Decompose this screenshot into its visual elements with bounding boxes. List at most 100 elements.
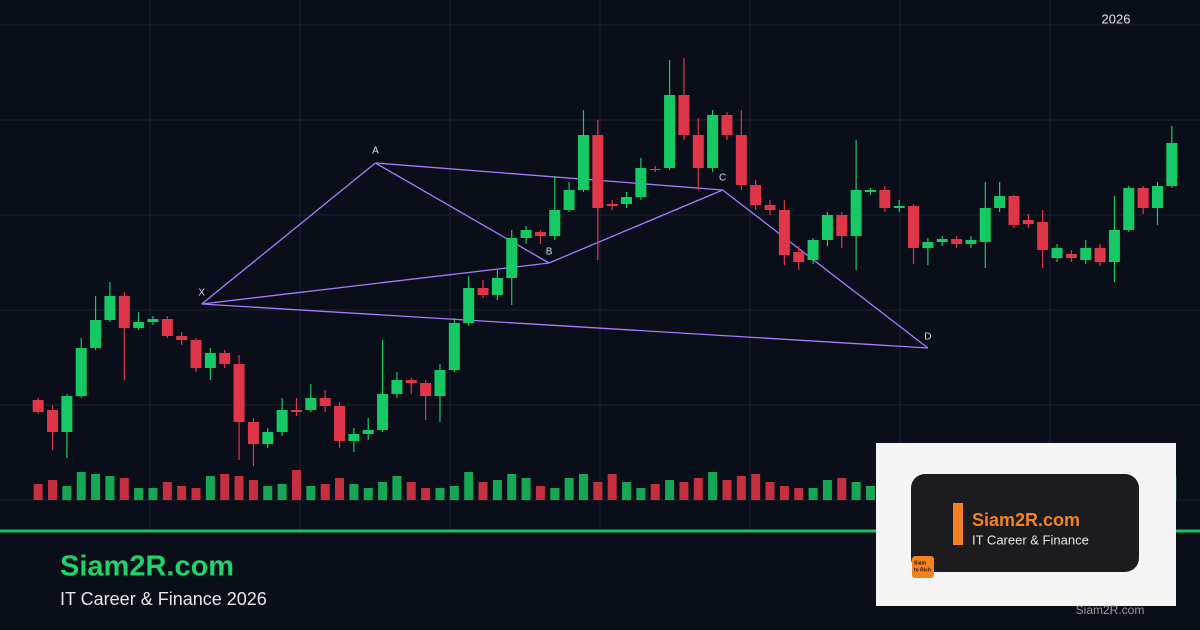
candle-body — [850, 190, 862, 236]
candle-body — [506, 238, 518, 278]
candle-body — [764, 205, 776, 210]
candle-body — [463, 288, 475, 323]
volume-bar — [837, 478, 847, 500]
volume-bar — [191, 488, 201, 500]
candle-body — [979, 208, 991, 242]
candle-body — [908, 206, 920, 248]
volume-bar — [507, 474, 517, 500]
candle-body — [922, 242, 934, 248]
candle-body — [936, 239, 948, 242]
candle-body — [1094, 248, 1106, 262]
volume-bar — [320, 484, 330, 500]
volume-bar — [550, 488, 560, 500]
volume-bar — [851, 482, 861, 500]
pattern-label: C — [719, 173, 726, 184]
volume-bar — [119, 478, 129, 500]
candle-body — [735, 135, 747, 185]
candle-body — [965, 240, 977, 244]
candle-body — [118, 296, 130, 328]
pattern-label: A — [372, 146, 379, 157]
pattern-line — [201, 162, 376, 305]
candle-body — [262, 432, 274, 444]
volume-bar — [708, 472, 718, 500]
volume-bar — [263, 486, 273, 500]
candle-body — [147, 319, 159, 322]
logo-subtitle: IT Career & Finance — [972, 532, 1089, 547]
volume-bar — [765, 482, 775, 500]
volume-bar — [779, 486, 789, 500]
candle-body — [1137, 188, 1149, 208]
volume-bar — [335, 478, 345, 500]
candle-body — [951, 239, 963, 244]
volume-bar — [220, 474, 230, 500]
candle-body — [334, 406, 346, 441]
candle-body — [1037, 222, 1049, 250]
volume-bar — [449, 486, 459, 500]
volume-bar — [693, 478, 703, 500]
pattern-label: B — [546, 247, 553, 258]
candle-body — [362, 430, 374, 434]
volume-bar — [865, 486, 875, 500]
pattern-label: X — [198, 288, 205, 299]
candle-body — [1080, 248, 1092, 260]
candle-body — [994, 196, 1006, 208]
candle-body — [577, 135, 589, 190]
logo-bar — [953, 503, 963, 545]
candle-body — [1065, 254, 1077, 258]
volume-bar — [378, 482, 388, 500]
candle-body — [664, 95, 676, 168]
overlay: 2026 Siam2R.com IT Career & Finance 2026… — [0, 11, 1200, 617]
volume-bar — [148, 488, 158, 500]
volume-bar — [464, 472, 474, 500]
volume-bar — [392, 476, 402, 500]
volume-bar — [349, 484, 359, 500]
candle-body — [649, 169, 661, 170]
candle-body — [692, 135, 704, 168]
candle-body — [1051, 248, 1063, 258]
volume-bar — [33, 484, 43, 500]
candle-body — [821, 215, 833, 240]
candle-body — [47, 410, 59, 432]
candle-body — [1166, 143, 1178, 186]
volume-bar — [492, 480, 502, 500]
candle-body — [1022, 220, 1034, 224]
volume-bar — [478, 482, 488, 500]
candle-body — [434, 370, 446, 396]
volume-bar — [535, 486, 545, 500]
volume-bar — [636, 488, 646, 500]
volume-bar — [808, 488, 818, 500]
logo-icon-text: Siam — [914, 560, 927, 566]
candle-body — [621, 197, 633, 204]
volume-bar — [134, 488, 144, 500]
volume-bar — [291, 470, 301, 500]
candle-body — [1123, 188, 1135, 230]
pattern-label: D — [924, 332, 931, 343]
volume-bar — [435, 488, 445, 500]
pattern-line — [201, 303, 928, 349]
candle-body — [32, 400, 44, 412]
volume-bar — [794, 488, 804, 500]
candle-body — [319, 398, 331, 406]
candle-body — [405, 380, 417, 383]
candle-body — [793, 252, 805, 262]
candle-body — [161, 319, 173, 336]
candle-body — [1008, 196, 1020, 225]
candle-body — [190, 340, 202, 368]
volume-bar — [205, 476, 215, 500]
candle-body — [420, 383, 432, 396]
volume-bar — [665, 480, 675, 500]
volume-bar — [48, 480, 58, 500]
volume-bar — [105, 476, 115, 500]
candle-body — [276, 410, 288, 432]
pattern-line — [548, 189, 723, 264]
candle-body — [678, 95, 690, 135]
candle-body — [348, 434, 360, 441]
logo-box — [911, 474, 1139, 572]
logo-card: Siam2R.com IT Career & Finance Siam to R… — [876, 443, 1176, 606]
candle-body — [606, 204, 618, 206]
candle-body — [133, 322, 145, 328]
candle-body — [1151, 186, 1163, 208]
candle-body — [75, 348, 87, 396]
candle-body — [520, 230, 532, 238]
